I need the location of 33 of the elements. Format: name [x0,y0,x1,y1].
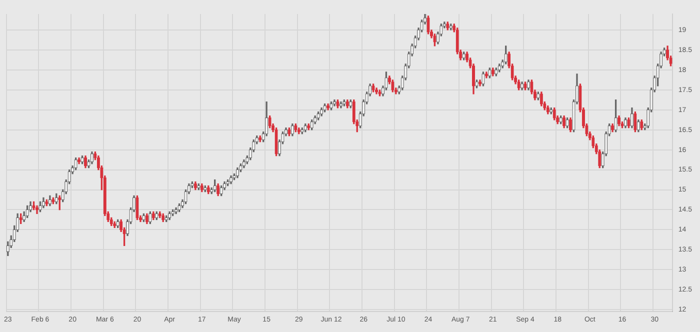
candlestick [611,124,614,132]
candlestick [617,116,621,126]
candlestick [320,108,324,116]
candlestick [236,167,240,178]
candlestick [478,80,482,86]
candlestick [326,104,330,110]
candlestick [174,207,178,214]
candlestick [35,205,39,214]
candlestick [624,118,628,128]
candlestick [242,159,246,168]
candlestick [526,80,530,90]
candlestick [90,151,94,164]
candlestick [168,211,172,220]
candlestick [630,108,634,128]
candlestick [491,68,494,76]
candlestick [484,72,488,78]
candlestick [194,181,197,190]
candlestick [290,124,294,136]
candlestick [78,157,81,164]
candlestick [332,100,336,106]
candlestick [42,197,45,208]
candlestick [339,102,342,108]
candlestick [636,120,640,132]
candlestick [216,183,220,196]
candlestick [84,155,88,168]
candlestick [520,82,524,90]
candlestick [374,88,378,94]
candlestick [540,92,543,106]
candlestick [229,175,233,184]
candlestick [562,116,566,128]
candlestick [145,213,148,224]
candlestick [568,118,572,132]
candlestick [48,195,52,206]
